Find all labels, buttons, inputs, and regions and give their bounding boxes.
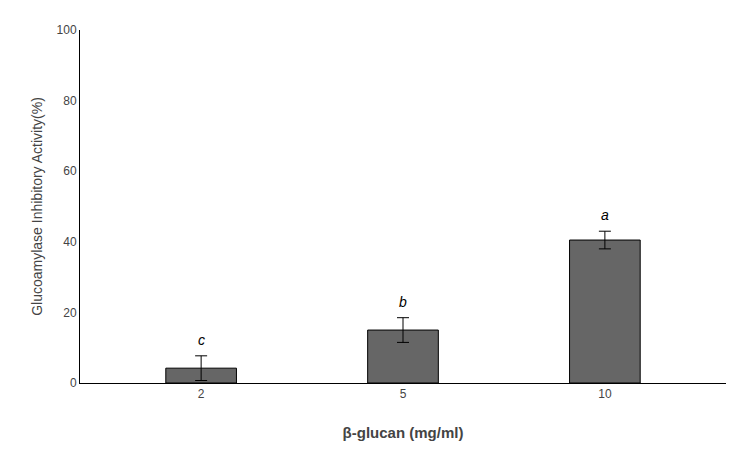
svg-text:c: c: [198, 332, 205, 348]
svg-text:2: 2: [198, 387, 205, 401]
svg-text:60: 60: [63, 164, 77, 178]
svg-text:100: 100: [57, 23, 77, 37]
svg-text:40: 40: [63, 235, 77, 249]
svg-text:5: 5: [400, 387, 407, 401]
svg-text:a: a: [601, 207, 609, 223]
svg-text:β-glucan (mg/ml): β-glucan (mg/ml): [343, 424, 464, 441]
svg-text:20: 20: [63, 306, 77, 320]
svg-text:Glucoamylase Inhibitory Activi: Glucoamylase Inhibitory Activity(%): [29, 97, 45, 316]
svg-text:b: b: [399, 294, 407, 310]
svg-text:0: 0: [70, 376, 77, 390]
svg-text:80: 80: [63, 94, 77, 108]
svg-text:10: 10: [598, 387, 612, 401]
